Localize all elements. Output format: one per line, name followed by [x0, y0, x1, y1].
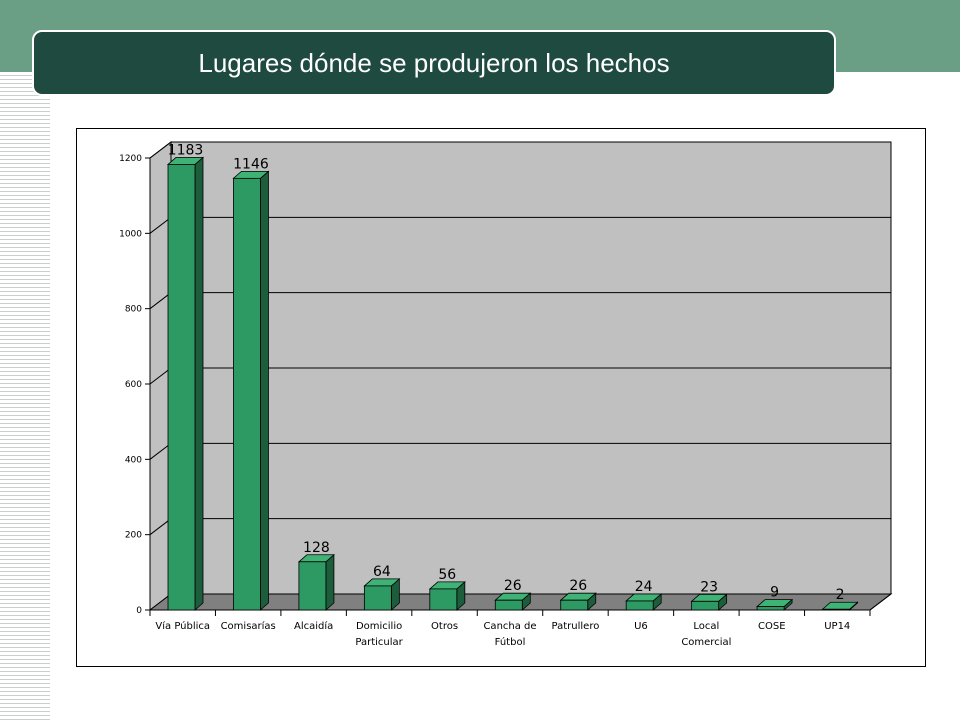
- x-tick-label: Cancha de: [483, 621, 536, 632]
- x-tick-label: UP14: [824, 621, 850, 632]
- y-tick-label: 0: [136, 606, 142, 616]
- y-tick-label: 400: [125, 455, 142, 465]
- gridline: [149, 141, 891, 159]
- x-tick-label: Comisarías: [221, 620, 276, 632]
- bar: [560, 599, 589, 611]
- y-tick-label: 600: [125, 380, 142, 390]
- data-label: 26: [504, 578, 522, 594]
- x-tick-label: U6: [634, 621, 648, 632]
- x-tick-label: Alcaidía: [294, 620, 333, 632]
- x-tick-label: Comercial: [681, 637, 731, 648]
- y-tick-label: 200: [125, 531, 142, 541]
- chart-frame: 0 200 400 600 800 1000 1200 1183 Vía Pública 1146…: [76, 128, 926, 667]
- bar: [363, 585, 392, 611]
- x-tick-label: Patrullero: [552, 621, 600, 632]
- x-tick-label: COSE: [758, 621, 786, 632]
- y-tick-label: 800: [125, 305, 142, 315]
- bar: [298, 561, 327, 611]
- x-tick-label: Otros: [431, 621, 458, 632]
- x-tick-label: Vía Pública: [155, 620, 210, 632]
- x-tick-label: Local: [693, 621, 719, 632]
- data-label: 56: [438, 567, 456, 583]
- y-tick-label: 1000: [119, 229, 142, 239]
- data-label: 64: [373, 564, 391, 580]
- bar-chart: 0 200 400 600 800 1000 1200 1183 Vía Pública 1146…: [119, 140, 893, 648]
- data-label: 23: [700, 579, 718, 595]
- bar-side: [194, 156, 204, 611]
- x-tick-label: Particular: [355, 637, 403, 648]
- bar: [691, 600, 720, 611]
- title-bar: Lugares dónde se produjeron los hechos: [32, 30, 836, 96]
- bar: [167, 164, 196, 611]
- floor-edge: [869, 593, 892, 611]
- slide-title: Lugares dónde se produjeron los hechos: [198, 48, 670, 78]
- x-tick-label: Domicilio: [356, 621, 402, 632]
- bar: [233, 177, 261, 611]
- bar-side: [325, 553, 335, 611]
- x-tick-label: Fútbol: [495, 636, 526, 648]
- bar-side: [260, 170, 269, 611]
- data-label: 1146: [233, 156, 269, 172]
- bar: [429, 588, 458, 611]
- data-label: 26: [569, 578, 587, 594]
- data-label: 1183: [168, 142, 204, 158]
- data-label: 128: [303, 540, 330, 556]
- bar: [822, 608, 850, 611]
- data-label: 24: [635, 579, 653, 595]
- bar: [625, 600, 654, 611]
- bar: [756, 606, 785, 611]
- data-label: 2: [836, 587, 845, 603]
- decorative-stripes: [0, 72, 50, 720]
- y-tick-label: 1200: [119, 154, 142, 164]
- data-label: 9: [770, 585, 779, 601]
- bar: [494, 599, 523, 611]
